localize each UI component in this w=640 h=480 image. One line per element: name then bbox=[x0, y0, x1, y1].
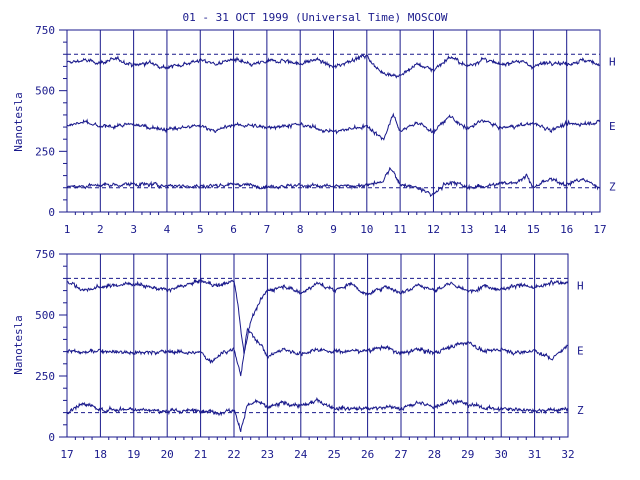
series-line-h bbox=[66, 53, 601, 79]
x-tick-label: 11 bbox=[394, 223, 407, 236]
series-line-e bbox=[66, 327, 569, 377]
x-tick-label: 32 bbox=[561, 448, 574, 461]
x-tick-label: 1 bbox=[64, 223, 71, 236]
series-line-z bbox=[66, 166, 601, 198]
series-line-z bbox=[67, 396, 569, 433]
y-tick-label: 500 bbox=[35, 309, 55, 322]
y-axis-label: Nanotesla bbox=[12, 315, 25, 375]
series-label: H bbox=[577, 280, 584, 293]
x-tick-label: 3 bbox=[130, 223, 137, 236]
x-tick-label: 9 bbox=[330, 223, 337, 236]
series-label: Z bbox=[609, 181, 616, 194]
y-tick-label: 0 bbox=[48, 431, 55, 444]
x-tick-label: 21 bbox=[194, 448, 207, 461]
x-tick-label: 17 bbox=[593, 223, 606, 236]
y-tick-label: 250 bbox=[35, 145, 55, 158]
x-tick-label: 5 bbox=[197, 223, 204, 236]
x-tick-label: 18 bbox=[94, 448, 107, 461]
x-tick-label: 14 bbox=[493, 223, 507, 236]
x-tick-label: 24 bbox=[294, 448, 308, 461]
chart-panel-bottom: Nanotesla 0 250 500 750 17 18 19 20 21 22 23 24 25 26… bbox=[12, 248, 584, 461]
x-tick-label: 17 bbox=[60, 448, 73, 461]
chart-title: 01 - 31 OCT 1999 (Universal Time) MOSCOW bbox=[183, 11, 448, 24]
y-tick-label: 750 bbox=[35, 248, 55, 261]
x-tick-label: 25 bbox=[328, 448, 341, 461]
y-axis-label: Nanotesla bbox=[12, 92, 25, 152]
x-tick-label: 23 bbox=[261, 448, 274, 461]
x-tick-label: 31 bbox=[528, 448, 541, 461]
series-line-e bbox=[66, 112, 601, 141]
series-label: H bbox=[609, 56, 616, 69]
series-label: Z bbox=[577, 404, 584, 417]
x-tick-label: 20 bbox=[161, 448, 174, 461]
x-tick-label: 28 bbox=[428, 448, 441, 461]
x-tick-label: 10 bbox=[360, 223, 373, 236]
x-tick-label: 2 bbox=[97, 223, 104, 236]
x-tick-label: 22 bbox=[227, 448, 240, 461]
x-tick-label: 7 bbox=[264, 223, 271, 236]
series-label: E bbox=[609, 120, 616, 133]
x-tick-label: 16 bbox=[560, 223, 573, 236]
x-tick-label: 8 bbox=[297, 223, 304, 236]
x-tick-label: 19 bbox=[127, 448, 140, 461]
x-tick-label: 13 bbox=[460, 223, 473, 236]
x-tick-label: 4 bbox=[164, 223, 171, 236]
y-tick-label: 500 bbox=[35, 85, 55, 98]
y-tick-label: 250 bbox=[35, 370, 55, 383]
x-tick-label: 15 bbox=[527, 223, 540, 236]
y-tick-label: 750 bbox=[35, 24, 55, 37]
x-tick-label: 6 bbox=[230, 223, 237, 236]
x-tick-label: 12 bbox=[427, 223, 440, 236]
y-tick-label: 0 bbox=[48, 206, 55, 219]
series-label: E bbox=[577, 344, 584, 357]
x-tick-label: 29 bbox=[461, 448, 474, 461]
x-tick-label: 27 bbox=[394, 448, 407, 461]
x-tick-label: 26 bbox=[361, 448, 374, 461]
x-tick-label: 30 bbox=[495, 448, 508, 461]
series-line-h bbox=[66, 278, 569, 355]
